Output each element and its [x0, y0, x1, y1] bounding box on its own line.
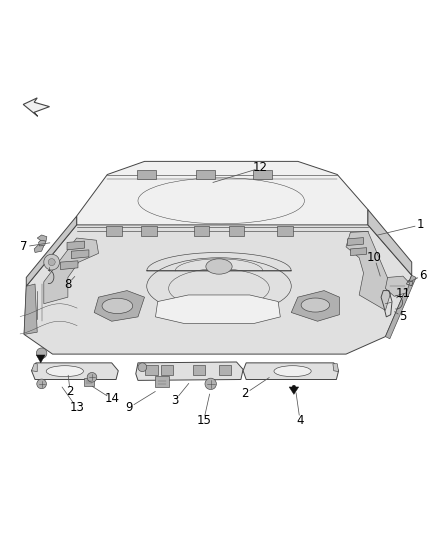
Polygon shape [60, 261, 78, 270]
Polygon shape [26, 216, 77, 286]
Polygon shape [34, 245, 44, 253]
FancyBboxPatch shape [155, 376, 169, 387]
Text: 4: 4 [296, 414, 304, 427]
Circle shape [48, 259, 55, 265]
Polygon shape [346, 231, 392, 310]
FancyBboxPatch shape [141, 226, 157, 236]
Circle shape [138, 363, 147, 372]
Polygon shape [155, 295, 280, 324]
Circle shape [205, 378, 216, 390]
Text: 10: 10 [367, 251, 382, 264]
Circle shape [44, 254, 60, 270]
Circle shape [36, 348, 47, 359]
Text: 1: 1 [417, 219, 424, 231]
Polygon shape [333, 364, 339, 372]
Polygon shape [77, 161, 368, 236]
Polygon shape [350, 248, 367, 255]
Text: 13: 13 [69, 401, 84, 414]
Text: 14: 14 [104, 392, 119, 405]
Polygon shape [385, 276, 410, 296]
Circle shape [87, 373, 97, 382]
Polygon shape [289, 387, 299, 394]
Text: 15: 15 [196, 414, 211, 427]
Polygon shape [71, 250, 89, 259]
Polygon shape [291, 290, 339, 321]
Polygon shape [32, 363, 118, 379]
Polygon shape [24, 225, 412, 354]
Circle shape [292, 385, 296, 389]
Polygon shape [368, 209, 412, 275]
FancyBboxPatch shape [161, 366, 173, 375]
FancyBboxPatch shape [193, 366, 205, 375]
Circle shape [37, 379, 46, 389]
FancyBboxPatch shape [196, 170, 215, 179]
Ellipse shape [274, 366, 311, 377]
Polygon shape [36, 355, 45, 363]
FancyBboxPatch shape [194, 226, 209, 236]
Polygon shape [243, 363, 339, 379]
Ellipse shape [102, 298, 133, 313]
Ellipse shape [301, 298, 330, 312]
FancyBboxPatch shape [253, 170, 272, 179]
Text: 9: 9 [125, 401, 133, 414]
Text: 2: 2 [66, 385, 74, 398]
Polygon shape [32, 364, 37, 372]
Polygon shape [385, 275, 416, 339]
Polygon shape [136, 362, 243, 381]
Ellipse shape [46, 366, 83, 377]
Text: 7: 7 [20, 240, 28, 253]
Polygon shape [347, 238, 364, 246]
Text: 3: 3 [172, 393, 179, 407]
FancyBboxPatch shape [84, 378, 94, 386]
Polygon shape [24, 284, 37, 334]
FancyBboxPatch shape [219, 366, 231, 375]
FancyBboxPatch shape [106, 226, 122, 236]
Polygon shape [67, 241, 85, 250]
Polygon shape [23, 98, 49, 116]
Text: 6: 6 [419, 269, 427, 282]
Ellipse shape [206, 259, 232, 274]
Text: 2: 2 [241, 387, 249, 400]
FancyBboxPatch shape [145, 366, 158, 375]
Text: 12: 12 [253, 161, 268, 174]
Text: 5: 5 [399, 310, 406, 324]
Polygon shape [44, 238, 99, 304]
FancyBboxPatch shape [229, 226, 244, 236]
Polygon shape [94, 290, 145, 321]
Text: 8: 8 [64, 278, 71, 290]
FancyBboxPatch shape [277, 226, 293, 236]
Polygon shape [37, 235, 47, 241]
Polygon shape [39, 239, 46, 246]
Text: 11: 11 [396, 287, 410, 300]
FancyBboxPatch shape [137, 170, 156, 179]
